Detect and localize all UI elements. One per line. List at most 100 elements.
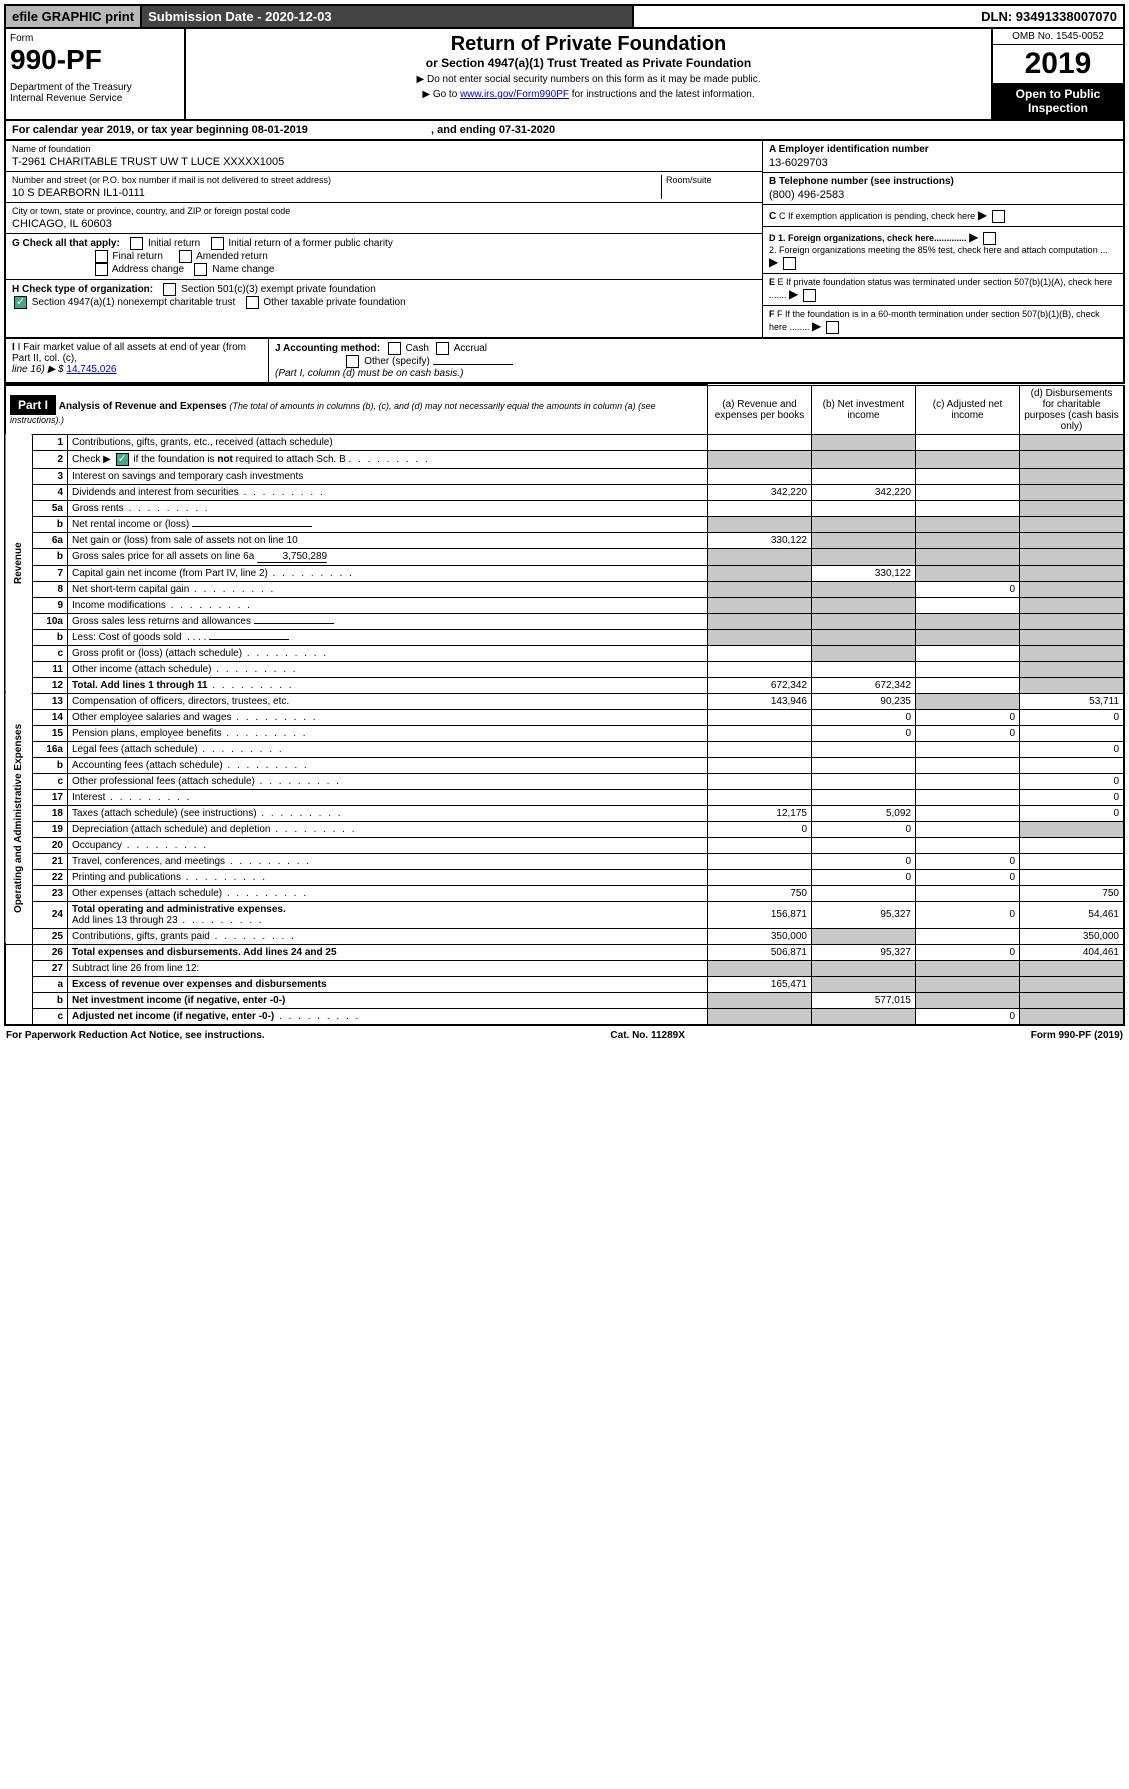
subdate-label: Submission Date - [148, 9, 265, 24]
ein-cell: A Employer identification number 13-6029… [763, 141, 1123, 173]
row-6b: bGross sales price for all assets on lin… [5, 548, 1124, 565]
cal-text-a: For calendar year 2019, or tax year begi… [12, 124, 252, 136]
row-22: 22Printing and publications00 [5, 869, 1124, 885]
expenses-side-label: Operating and Administrative Expenses [5, 693, 33, 944]
efile-button[interactable]: efile GRAPHIC print [6, 6, 142, 27]
amended-label: Amended return [196, 251, 268, 262]
part1-table: Part I Analysis of Revenue and Expenses … [4, 384, 1125, 1026]
v6a: 330,122 [708, 532, 812, 548]
row-25: 25Contributions, gifts, grants paid350,0… [5, 928, 1124, 944]
r6a-desc: Net gain or (loss) from sale of assets n… [68, 532, 708, 548]
lower-info: I I Fair market value of all assets at e… [4, 339, 1125, 384]
row-10a: 10aGross sales less returns and allowanc… [5, 613, 1124, 629]
r6b-desc: Gross sales price for all assets on line… [72, 551, 254, 562]
row-16a: 16aLegal fees (attach schedule)0 [5, 741, 1124, 757]
row-11: 11Other income (attach schedule) [5, 661, 1124, 677]
h2-checkbox[interactable] [14, 296, 27, 309]
h1-checkbox[interactable] [163, 283, 176, 296]
v24b: 95,327 [812, 901, 916, 928]
v26b: 95,327 [812, 944, 916, 960]
row-26: 26Total expenses and disbursements. Add … [5, 944, 1124, 960]
h-label: H Check type of organization: [12, 284, 153, 295]
initial-former-checkbox[interactable] [211, 237, 224, 250]
instr-1: ▶ Do not enter social security numbers o… [190, 74, 987, 85]
r4-desc: Dividends and interest from securities [72, 487, 239, 498]
ein-label: A Employer identification number [769, 144, 929, 155]
v16ad: 0 [1020, 741, 1125, 757]
h-check-cell: H Check type of organization: Section 50… [6, 280, 762, 312]
amended-checkbox[interactable] [179, 250, 192, 263]
subdate-value: 2020-12-03 [265, 9, 332, 24]
info-left: Name of foundation T-2961 CHARITABLE TRU… [6, 141, 762, 337]
e-checkbox[interactable] [803, 289, 816, 302]
other-checkbox[interactable] [346, 355, 359, 368]
h3-checkbox[interactable] [246, 296, 259, 309]
v24c: 0 [916, 901, 1020, 928]
part1-title: Analysis of Revenue and Expenses [59, 401, 227, 412]
subtitle: or Section 4947(a)(1) Trust Treated as P… [190, 56, 987, 70]
r2not: not [217, 454, 233, 465]
r2c: required to attach Sch. B [233, 454, 346, 465]
j-box: J Accounting method: Cash Accrual Other … [269, 339, 1123, 384]
r14-desc: Other employee salaries and wages [72, 712, 232, 723]
title-box: Return of Private Foundation or Section … [186, 29, 993, 119]
r19-desc: Depreciation (attach schedule) and deple… [72, 824, 270, 835]
dln-value: 93491338007070 [1016, 9, 1117, 24]
r26-desc: Total expenses and disbursements. Add li… [72, 947, 337, 958]
f-cell: F F If the foundation is in a 60-month t… [763, 306, 1123, 337]
row-3: 3Interest on savings and temporary cash … [5, 468, 1124, 484]
r7-desc: Capital gain net income (from Part IV, l… [72, 568, 268, 579]
r11-desc: Other income (attach schedule) [72, 664, 212, 675]
r24b-desc: Add lines 13 through 23 [72, 915, 178, 926]
form990pf-link[interactable]: www.irs.gov/Form990PF [460, 89, 569, 100]
i-box: I I Fair market value of all assets at e… [6, 339, 269, 384]
initial-checkbox[interactable] [130, 237, 143, 250]
v21c: 0 [916, 853, 1020, 869]
fmv-value[interactable]: 14,745,026 [66, 364, 116, 375]
city-cell: City or town, state or province, country… [6, 203, 762, 234]
phone-cell: B Telephone number (see instructions) (8… [763, 173, 1123, 205]
h3-label: Other taxable private foundation [263, 297, 405, 308]
name-change-checkbox[interactable] [194, 263, 207, 276]
dept-treasury: Department of the Treasury Internal Reve… [10, 82, 180, 104]
col-b-head: (b) Net investment income [812, 385, 916, 434]
form-header: Form 990-PF Department of the Treasury I… [4, 29, 1125, 121]
i-label: I Fair market value of all assets at end… [12, 342, 246, 364]
v25a: 350,000 [708, 928, 812, 944]
r3-desc: Interest on savings and temporary cash i… [68, 468, 708, 484]
open-public-badge: Open to Public Inspection [993, 83, 1123, 119]
footer-right: Form 990-PF (2019) [1031, 1030, 1123, 1041]
irs-label: Internal Revenue Service [10, 93, 122, 104]
r15-desc: Pension plans, employee benefits [72, 728, 222, 739]
c-checkbox[interactable] [992, 210, 1005, 223]
j-note: (Part I, column (d) must be on cash basi… [275, 368, 463, 379]
final-checkbox[interactable] [95, 250, 108, 263]
dept-label: Department of the Treasury [10, 82, 132, 93]
row-15: 15Pension plans, employee benefits00 [5, 725, 1124, 741]
j-label: J Accounting method: [275, 344, 380, 355]
row-1: Revenue 1Contributions, gifts, grants, e… [5, 434, 1124, 450]
d2-checkbox[interactable] [783, 257, 796, 270]
v18d: 0 [1020, 805, 1125, 821]
accrual-checkbox[interactable] [436, 342, 449, 355]
row-6a: 6aNet gain or (loss) from sale of assets… [5, 532, 1124, 548]
v22c: 0 [916, 869, 1020, 885]
row-20: 20Occupancy [5, 837, 1124, 853]
col-a-head: (a) Revenue and expenses per books [708, 385, 812, 434]
c-cell: C C If exemption application is pending,… [763, 205, 1123, 227]
initial-former-label: Initial return of a former public charit… [228, 238, 393, 249]
addr-change-checkbox[interactable] [95, 263, 108, 276]
year-box: OMB No. 1545-0052 2019 Open to Public In… [993, 29, 1123, 119]
r24-desc: Total operating and administrative expen… [72, 904, 286, 915]
v12b: 672,342 [812, 677, 916, 693]
schb-checkbox[interactable] [116, 453, 129, 466]
col-d-head: (d) Disbursements for charitable purpose… [1020, 385, 1125, 434]
main-title: Return of Private Foundation [190, 33, 987, 56]
f-checkbox[interactable] [826, 321, 839, 334]
row-18: 18Taxes (attach schedule) (see instructi… [5, 805, 1124, 821]
h2-label: Section 4947(a)(1) nonexempt charitable … [32, 297, 235, 308]
d1-checkbox[interactable] [983, 232, 996, 245]
v18b: 5,092 [812, 805, 916, 821]
r18-desc: Taxes (attach schedule) (see instruction… [72, 808, 257, 819]
cash-checkbox[interactable] [388, 342, 401, 355]
